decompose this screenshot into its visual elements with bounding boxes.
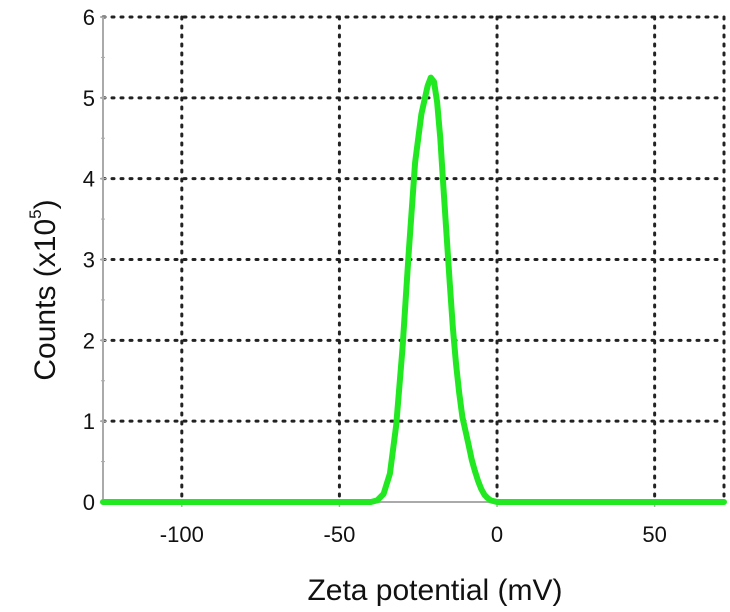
y-tick-label: 1: [83, 409, 95, 434]
y-axis-title-exponent: 5: [26, 209, 45, 218]
y-tick-label: 5: [83, 86, 95, 111]
x-tick-label: 50: [642, 522, 666, 547]
grid-lines: [101, 15, 726, 504]
y-tick-label: 3: [83, 248, 95, 273]
y-tick-label: 0: [83, 490, 95, 515]
y-tick-label: 2: [83, 328, 95, 353]
x-axis-title: Zeta potential (mV): [307, 574, 562, 607]
x-tick-label: 0: [491, 522, 503, 547]
y-axis-title-close: ): [29, 199, 62, 209]
series-layer: [100, 74, 727, 505]
tick-labels: 0 1 2 3 4 5 6 -100 -50 0 50: [83, 5, 667, 547]
x-tick-label: -100: [160, 522, 204, 547]
x-tick-label: -50: [324, 522, 356, 547]
y-axis-title: Counts (x105): [26, 199, 62, 380]
axes: [100, 16, 724, 507]
counts-series-line: [100, 74, 727, 505]
y-tick-label: 4: [83, 167, 95, 192]
y-axis-title-base: Counts (x10: [29, 219, 62, 381]
y-tick-label: 6: [83, 5, 95, 30]
